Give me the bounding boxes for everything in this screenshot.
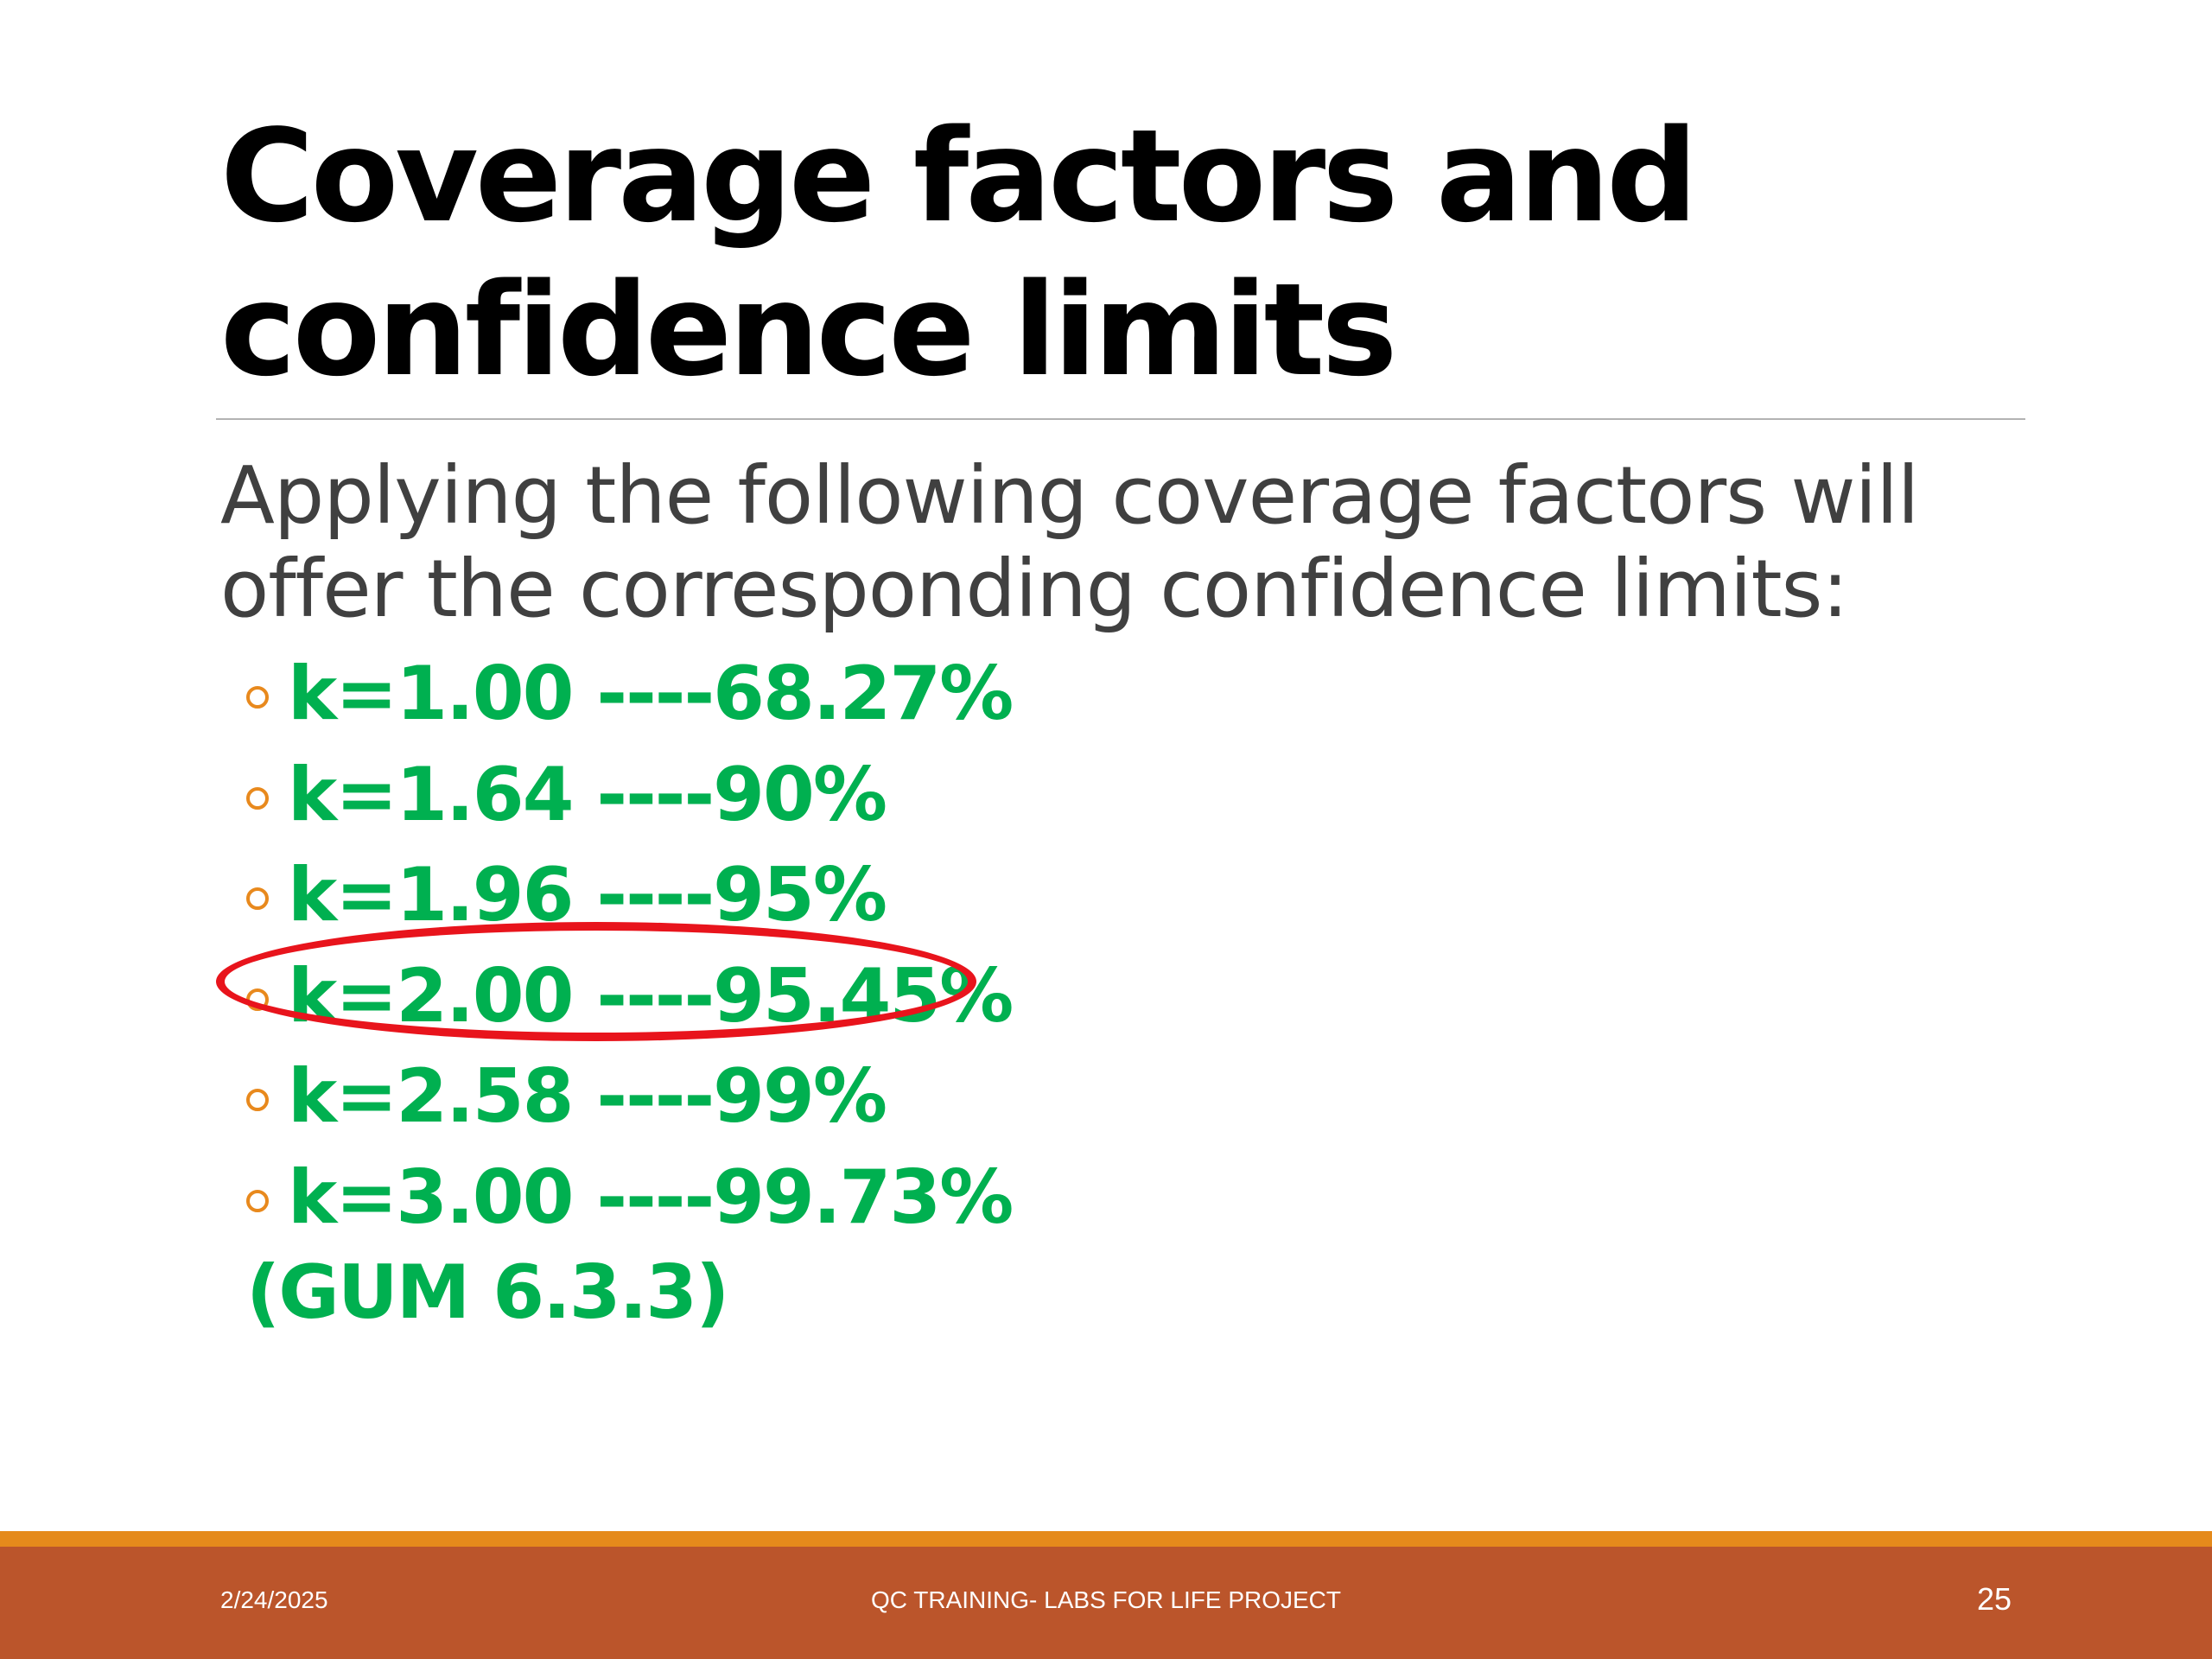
slide-title: Coverage factors and confidence limits <box>220 102 1698 404</box>
reference-note: (GUM 6.3.3) <box>246 1249 729 1336</box>
list-item: k=1.00 ----68.27% <box>246 644 1014 745</box>
list-item: k=1.64 ----90% <box>246 745 1012 846</box>
list-item-text: k=1.96 ----95% <box>288 852 887 939</box>
list-item-highlighted: k=2.00 ----95.45% <box>246 946 1014 1047</box>
circle-bullet-icon <box>246 786 269 810</box>
circle-bullet-icon <box>246 887 269 911</box>
footer-stripe <box>0 1531 2212 1547</box>
circle-bullet-icon <box>246 988 269 1011</box>
list-item-text: k=1.00 ----68.27% <box>288 651 1014 738</box>
coverage-factor-list: k=1.00 ----68.27% k=1.64 ----90% k=1.96 … <box>246 644 1014 1249</box>
circle-bullet-icon <box>246 1189 269 1212</box>
list-item: k=1.96 ----95% <box>246 845 1012 946</box>
list-item: k=2.58 ----99% <box>246 1046 1012 1147</box>
page-number: 25 <box>1976 1581 2012 1617</box>
list-item: k=3.00 ----99.73% <box>246 1147 1014 1249</box>
circle-bullet-icon <box>246 686 269 709</box>
footer-bar: 2/24/2025 QC TRAINING- LABS FOR LIFE PRO… <box>0 1547 2212 1659</box>
list-item-text: k=2.58 ----99% <box>288 1053 887 1141</box>
circle-bullet-icon <box>246 1089 269 1112</box>
list-item-text: k=1.64 ----90% <box>288 751 887 838</box>
footer-title: QC TRAINING- LABS FOR LIFE PROJECT <box>870 1586 1341 1613</box>
list-item-text: k=3.00 ----99.73% <box>288 1154 1014 1241</box>
footer-date: 2/24/2025 <box>220 1586 328 1613</box>
list-item-text: k=2.00 ----95.45% <box>288 952 1014 1039</box>
title-divider <box>216 418 2025 420</box>
intro-text: Applying the following coverage factors … <box>220 449 1919 635</box>
